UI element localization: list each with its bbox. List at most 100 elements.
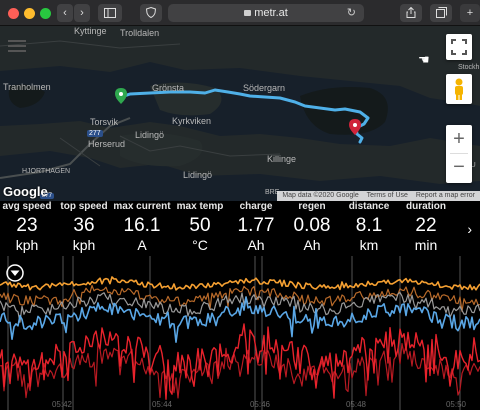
- ride-stats: avg speed 23 kph top speed 36 kph max cu…: [0, 201, 480, 256]
- stat-unit: °C: [192, 237, 208, 253]
- stat-value: 8.1: [355, 215, 383, 236]
- temp-trace: [0, 276, 480, 291]
- shield-button[interactable]: [140, 4, 162, 22]
- stat-value: 23: [16, 215, 38, 236]
- report-map-error-link[interactable]: Report a map error: [415, 192, 475, 199]
- place-label: Kyrkviken: [172, 116, 212, 126]
- minimize-window-button[interactable]: [24, 8, 35, 19]
- place-label: Kyttinge: [74, 26, 107, 36]
- tabs-button[interactable]: [430, 4, 452, 22]
- time-tick-label: 05:44: [152, 400, 173, 409]
- street-view-button[interactable]: [446, 74, 472, 104]
- back-button[interactable]: ‹: [57, 4, 73, 22]
- hand-cursor-icon: ☚: [418, 52, 430, 67]
- reload-icon[interactable]: ↻: [346, 7, 356, 19]
- stat-charge: charge 1.77 Ah: [233, 201, 279, 253]
- place-label: Herserud: [88, 139, 126, 149]
- current-trace: [0, 323, 480, 400]
- close-window-button[interactable]: [8, 8, 19, 19]
- stat-regen: regen 0.08 Ah: [289, 201, 335, 253]
- stat-distance: distance 8.1 km: [344, 201, 394, 253]
- temp-trace-dark: [0, 284, 480, 312]
- sidebar-button[interactable]: [98, 4, 122, 22]
- stat-max-temp: max temp 50 °C: [174, 201, 226, 253]
- stat-unit: min: [414, 237, 438, 253]
- share-button[interactable]: [400, 4, 422, 22]
- time-tick-label: 05:50: [446, 400, 467, 409]
- stat-value: 36: [73, 215, 95, 236]
- stat-duration: duration 22 min: [401, 201, 451, 253]
- chevron-right-icon: ›: [80, 7, 84, 19]
- zoom-out-button[interactable]: −: [453, 156, 465, 178]
- sidebar-icon: [104, 8, 116, 18]
- place-label: Trolldalen: [120, 28, 160, 38]
- time-axis: 05:42 05:44 05:46 05:48 05:50: [52, 400, 467, 409]
- forward-button[interactable]: ›: [74, 4, 90, 22]
- time-tick-label: 05:42: [52, 400, 73, 409]
- stat-value: 22: [415, 215, 437, 236]
- stat-unit: kph: [72, 237, 96, 253]
- stat-unit: Ah: [247, 237, 265, 253]
- place-label: Södergarn: [243, 83, 286, 93]
- place-label: Stockh: [458, 64, 480, 71]
- browser-toolbar: ‹ › metr.at ↻ +: [0, 0, 480, 26]
- stat-unit: km: [359, 237, 379, 253]
- fullscreen-button[interactable]: [446, 34, 472, 60]
- place-label: HJORTHAGEN: [22, 168, 71, 175]
- map-attribution: Map data ©2020 Google Terms of Use Repor…: [277, 191, 480, 201]
- stat-label: avg speed: [2, 201, 52, 212]
- map-view[interactable]: Kyttinge Trolldalen Tranholmen Grönsta S…: [0, 26, 480, 201]
- pegman-icon: [455, 78, 463, 100]
- start-marker-icon[interactable]: [115, 88, 127, 104]
- stat-label: top speed: [60, 201, 108, 212]
- place-label: Lidingö: [183, 170, 213, 180]
- place-label: Tranholmen: [3, 82, 51, 92]
- place-label: Killinge: [267, 154, 297, 164]
- stat-label: distance: [348, 201, 390, 212]
- plus-icon: +: [466, 7, 474, 19]
- route-line: [116, 88, 370, 144]
- stat-label: max current: [113, 201, 171, 212]
- stat-value: 16.1: [123, 215, 161, 236]
- road-badge: 277: [40, 193, 55, 199]
- voltage-trace: [0, 291, 480, 323]
- next-stats-button[interactable]: ›: [467, 221, 472, 237]
- terms-of-use-link[interactable]: Terms of Use: [366, 192, 408, 199]
- map-menu-icon[interactable]: [8, 40, 26, 52]
- address-bar[interactable]: metr.at ↻: [168, 4, 364, 22]
- current-trace-dark: [0, 342, 480, 399]
- collapse-toggle-icon[interactable]: [6, 264, 24, 282]
- maximize-window-button[interactable]: [40, 8, 51, 19]
- stat-unit: kph: [15, 237, 39, 253]
- stat-value: 50: [189, 215, 211, 236]
- place-label: Torsvik: [90, 117, 119, 127]
- speed-trace: [0, 296, 480, 343]
- lock-icon: [244, 10, 252, 16]
- fullscreen-icon: [451, 39, 467, 55]
- stat-max-current: max current 16.1 A: [111, 201, 173, 253]
- zoom-control: + −: [446, 125, 472, 183]
- google-logo: Google: [3, 184, 48, 199]
- end-marker-icon[interactable]: [349, 119, 361, 135]
- map-terrain: [0, 26, 480, 201]
- stat-value: 0.08: [293, 215, 331, 236]
- place-label: Grönsta: [152, 83, 185, 93]
- stat-label: regen: [298, 201, 326, 212]
- telemetry-series: [0, 276, 480, 400]
- place-label: BRE: [265, 189, 280, 196]
- telemetry-graph[interactable]: 05:42 05:44 05:46 05:48 05:50: [0, 256, 480, 410]
- stat-value: 1.77: [237, 215, 275, 236]
- time-gridlines: [7, 256, 461, 410]
- stat-avg-speed: avg speed 23 kph: [0, 201, 54, 253]
- stat-unit: Ah: [303, 237, 321, 253]
- chevron-left-icon: ‹: [63, 7, 67, 19]
- share-icon: [406, 6, 416, 18]
- new-tab-button[interactable]: +: [460, 4, 480, 22]
- stat-label: max temp: [176, 201, 224, 212]
- time-tick-label: 05:46: [250, 400, 271, 409]
- zoom-in-button[interactable]: +: [453, 128, 465, 150]
- stat-unit: A: [137, 237, 147, 253]
- road-badge: 277: [87, 130, 103, 137]
- stat-top-speed: top speed 36 kph: [58, 201, 110, 253]
- stat-label: charge: [239, 201, 273, 212]
